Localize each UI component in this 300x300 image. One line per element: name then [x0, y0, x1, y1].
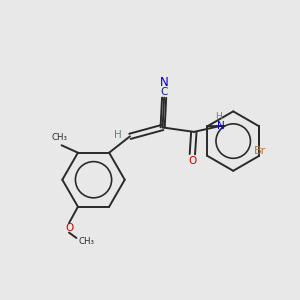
Text: O: O [65, 224, 74, 233]
Text: H: H [114, 130, 121, 140]
Text: CH₃: CH₃ [79, 237, 95, 246]
Text: Br: Br [254, 146, 266, 156]
Text: O: O [188, 156, 196, 166]
Text: H: H [215, 112, 222, 121]
Text: CH₃: CH₃ [52, 133, 68, 142]
Text: N: N [160, 76, 169, 89]
Text: N: N [217, 121, 224, 131]
Text: C: C [160, 87, 168, 98]
